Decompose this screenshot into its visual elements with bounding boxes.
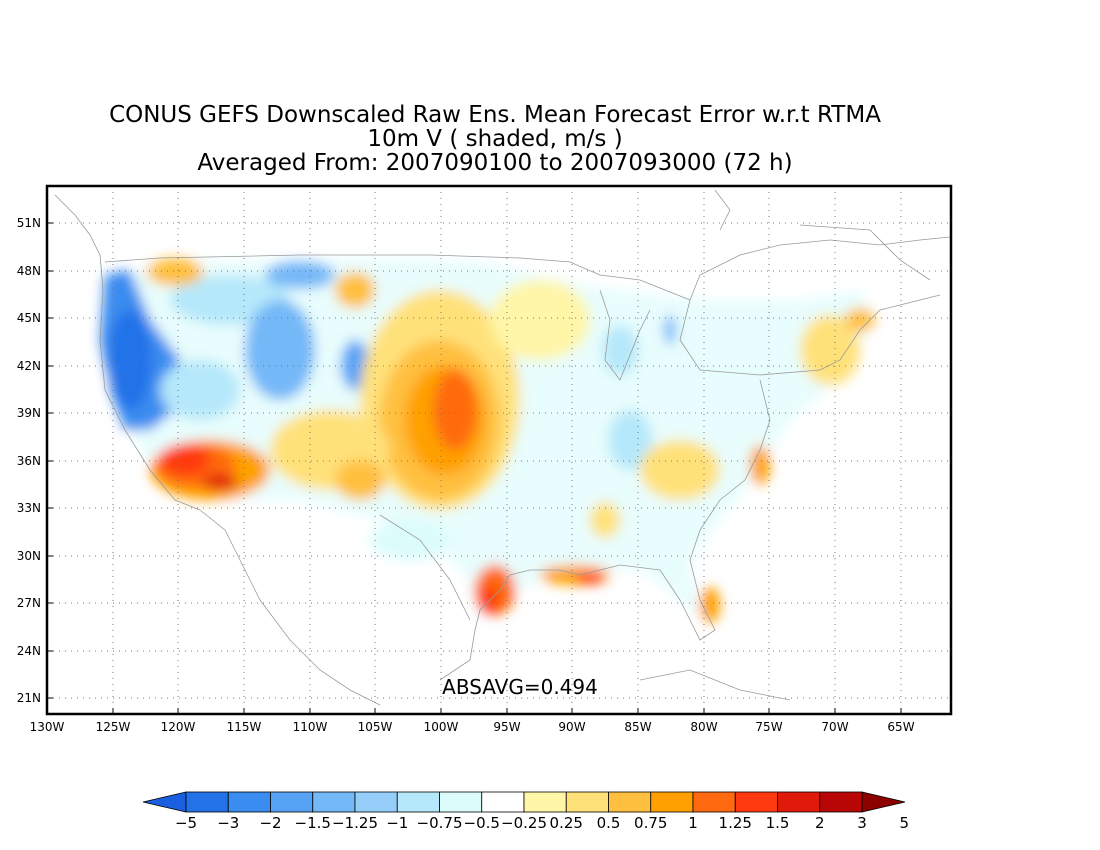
- colorbar-swatch: [227, 791, 271, 813]
- lon-label: 115W: [227, 720, 262, 734]
- colorbar-label: 2: [815, 814, 825, 832]
- lat-label: 39N: [17, 406, 41, 420]
- lon-label: 65W: [887, 720, 914, 734]
- lon-label: 85W: [624, 720, 651, 734]
- colorbar-label: −5: [175, 814, 197, 832]
- colorbar-label: 1.25: [719, 814, 752, 832]
- colorbar-label: −1.25: [332, 814, 378, 832]
- lon-label: 110W: [293, 720, 328, 734]
- lon-label: 75W: [755, 720, 782, 734]
- colorbar-label: −1: [386, 814, 408, 832]
- lat-label: 21N: [17, 691, 41, 705]
- colorbar-label: 0.75: [634, 814, 667, 832]
- colorbar-label: 0.25: [550, 814, 583, 832]
- colorbar-label: −0.5: [464, 814, 500, 832]
- lat-labels: 51N 48N 45N 42N 39N 36N 33N 30N 27N 24N …: [17, 216, 41, 705]
- lat-label: 27N: [17, 596, 41, 610]
- lat-label: 36N: [17, 454, 41, 468]
- lon-label: 105W: [358, 720, 393, 734]
- lon-label: 90W: [558, 720, 585, 734]
- lon-labels: 130W 125W 120W 115W 110W 105W 100W 95W 9…: [30, 720, 915, 734]
- colorbar-label: 1.5: [766, 814, 790, 832]
- colorbar-swatch: [734, 791, 778, 813]
- lon-label: 120W: [161, 720, 196, 734]
- colorbar-swatch: [270, 791, 314, 813]
- lon-label: 130W: [30, 720, 65, 734]
- coastlines: [54, 189, 951, 706]
- absavg-annotation: ABSAVG=0.494: [442, 675, 598, 699]
- lat-label: 51N: [17, 216, 41, 230]
- colorbar-swatch: [481, 791, 525, 813]
- colorbar-swatch: [185, 791, 229, 813]
- map-period-subtitle: Averaged From: 2007090100 to 2007093000 …: [197, 150, 793, 176]
- colorbar-high-arrow: [861, 791, 906, 813]
- lon-label: 80W: [690, 720, 717, 734]
- lon-label: 70W: [821, 720, 848, 734]
- colorbar-label: 0.5: [597, 814, 621, 832]
- colorbar-swatch: [692, 791, 736, 813]
- colorbar-swatch: [354, 791, 398, 813]
- map-frame: [45, 184, 953, 716]
- colorbar-swatch: [650, 791, 694, 813]
- lat-label: 24N: [17, 644, 41, 658]
- colorbar-label: −1.5: [295, 814, 331, 832]
- colorbar-swatch: [777, 791, 821, 813]
- colorbar-label: 5: [899, 814, 909, 832]
- map-variable-subtitle: 10m V ( shaded, m/s ): [367, 126, 623, 152]
- colorbar-label: −3: [217, 814, 239, 832]
- colorbar-low-arrow: [142, 791, 187, 813]
- colorbar-swatch: [396, 791, 440, 813]
- lat-label: 33N: [17, 501, 41, 515]
- map-grid: [47, 186, 951, 714]
- map-title: CONUS GEFS Downscaled Raw Ens. Mean Fore…: [109, 102, 881, 128]
- lat-label: 45N: [17, 311, 41, 325]
- colorbar-swatch: [312, 791, 356, 813]
- lon-label: 125W: [96, 720, 131, 734]
- lon-label: 100W: [424, 720, 459, 734]
- colorbar-label: −2: [259, 814, 281, 832]
- colorbar-swatch: [439, 791, 483, 813]
- colorbar-swatch: [608, 791, 652, 813]
- colorbar: −5 −3 −2 −1.5 −1.25 −1 −0.75 −0.5 −0.25 0.25 0.5 0.…: [142, 791, 909, 832]
- lon-label: 95W: [493, 720, 520, 734]
- colorbar-label: −0.75: [417, 814, 463, 832]
- colorbar-swatch: [819, 791, 863, 813]
- colorbar-label: −0.25: [501, 814, 547, 832]
- colorbar-swatch: [523, 791, 567, 813]
- lat-label: 48N: [17, 264, 41, 278]
- tick-marks: [47, 222, 902, 714]
- lat-label: 30N: [17, 549, 41, 563]
- colorbar-label: 1: [688, 814, 698, 832]
- colorbar-label: 3: [857, 814, 867, 832]
- lat-label: 42N: [17, 359, 41, 373]
- colorbar-swatch: [565, 791, 609, 813]
- shaded-field: [100, 258, 875, 623]
